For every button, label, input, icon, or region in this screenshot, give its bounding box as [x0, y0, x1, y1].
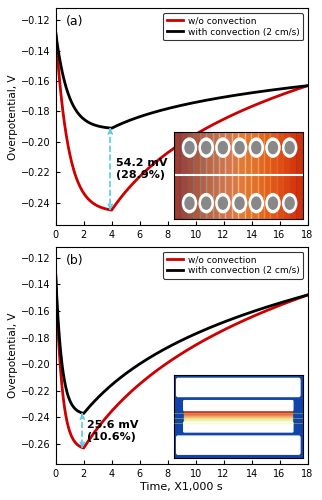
Y-axis label: Overpotential, V: Overpotential, V [8, 74, 18, 160]
Legend: w/o convection, with convection (2 cm/s): w/o convection, with convection (2 cm/s) [163, 252, 303, 279]
with convection (2 cm/s) [306, 82, 309, 88]
with convection (2 cm/s) [110, 125, 114, 131]
w/o convection [170, 357, 174, 363]
w/o convection [54, 272, 58, 278]
with convection (2 cm/s) [176, 339, 180, 345]
w/o convection [176, 352, 180, 358]
with convection (2 cm/s) [54, 272, 58, 278]
with convection (2 cm/s) [82, 410, 86, 416]
w/o convection [306, 292, 309, 298]
w/o convection [252, 313, 256, 319]
Line: with convection (2 cm/s): with convection (2 cm/s) [56, 32, 308, 128]
Text: (b): (b) [66, 254, 83, 266]
with convection (2 cm/s) [170, 104, 174, 110]
Legend: w/o convection, with convection (2 cm/s): w/o convection, with convection (2 cm/s) [163, 13, 303, 40]
w/o convection [82, 445, 86, 451]
with convection (2 cm/s) [252, 90, 256, 96]
with convection (2 cm/s) [67, 92, 71, 98]
w/o convection [67, 145, 71, 151]
Y-axis label: Overpotential, V: Overpotential, V [8, 313, 18, 398]
with convection (2 cm/s) [176, 103, 180, 109]
w/o convection [176, 142, 180, 148]
with convection (2 cm/s) [54, 30, 58, 36]
w/o convection [298, 85, 302, 91]
w/o convection [170, 147, 174, 153]
with convection (2 cm/s) [298, 84, 302, 89]
Text: 54.2 mV
(28.9%): 54.2 mV (28.9%) [116, 158, 167, 180]
Text: 25.6 mV
(10.6%): 25.6 mV (10.6%) [87, 420, 138, 442]
w/o convection [298, 294, 302, 300]
Text: (a): (a) [66, 15, 83, 28]
with convection (2 cm/s) [298, 294, 302, 300]
w/o convection [252, 102, 256, 108]
Line: w/o convection: w/o convection [56, 275, 308, 448]
Line: with convection (2 cm/s): with convection (2 cm/s) [56, 275, 308, 413]
w/o convection [298, 294, 302, 300]
w/o convection [110, 207, 114, 213]
X-axis label: Time, X1,000 s: Time, X1,000 s [140, 482, 223, 492]
w/o convection [298, 85, 302, 91]
with convection (2 cm/s) [306, 292, 309, 298]
with convection (2 cm/s) [298, 84, 302, 89]
w/o convection [67, 425, 71, 431]
with convection (2 cm/s) [67, 394, 71, 400]
Line: w/o convection: w/o convection [56, 32, 308, 210]
w/o convection [306, 82, 309, 88]
w/o convection [54, 30, 58, 36]
with convection (2 cm/s) [252, 308, 256, 314]
with convection (2 cm/s) [170, 342, 174, 348]
with convection (2 cm/s) [298, 294, 302, 300]
